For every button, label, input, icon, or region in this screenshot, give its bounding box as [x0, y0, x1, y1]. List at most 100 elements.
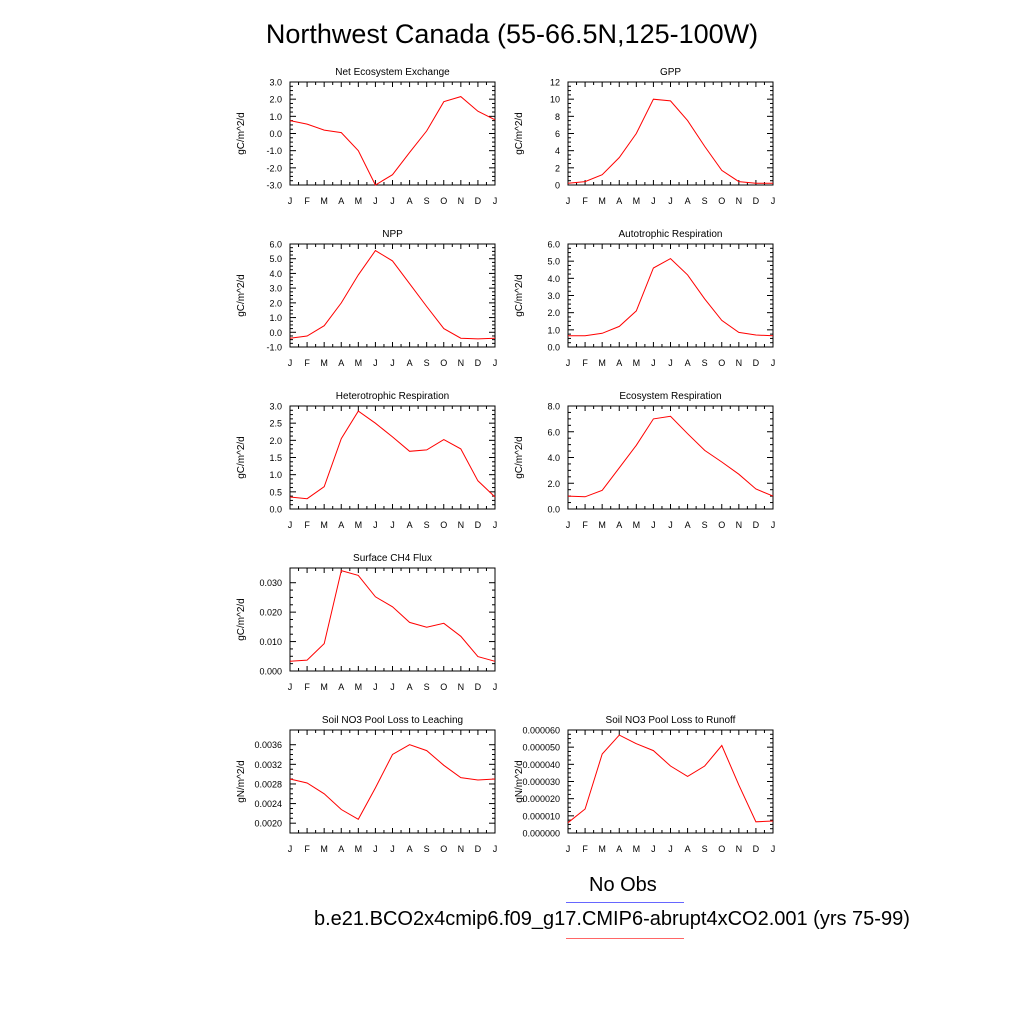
- x-tick-label: M: [633, 358, 641, 368]
- y-tick-label: 0.0020: [254, 819, 282, 829]
- data-point: [374, 250, 376, 252]
- x-tick-label: O: [718, 520, 725, 530]
- data-point: [460, 777, 462, 779]
- x-tick-label: J: [390, 358, 395, 368]
- x-tick-label: J: [566, 196, 571, 206]
- data-point: [426, 306, 428, 308]
- x-tick-label: N: [736, 358, 743, 368]
- data-point: [738, 784, 740, 786]
- data-point: [460, 635, 462, 637]
- y-tick-label: 0.000020: [522, 794, 560, 804]
- y-axis-label: gC/m^2/d: [514, 274, 525, 317]
- x-tick-label: A: [616, 196, 622, 206]
- data-point: [687, 433, 689, 435]
- panel-title: Net Ecosystem Exchange: [335, 67, 450, 78]
- y-tick-label: 0.0: [269, 328, 282, 338]
- y-axis-label: gC/m^2/d: [236, 274, 247, 317]
- plot-frame: [289, 405, 496, 510]
- x-tick-label: J: [668, 196, 673, 206]
- x-tick-label: S: [702, 844, 708, 854]
- x-tick-label: M: [355, 520, 363, 530]
- data-point: [460, 448, 462, 450]
- series-line: [289, 96, 496, 186]
- data-point: [652, 418, 654, 420]
- y-tick-label: 8: [555, 112, 560, 122]
- x-tick-label: J: [668, 520, 673, 530]
- data-point: [323, 129, 325, 131]
- panel-title: GPP: [660, 67, 681, 78]
- x-tick-label: A: [685, 358, 691, 368]
- y-tick-label: 5.0: [547, 257, 560, 267]
- data-point: [652, 750, 654, 752]
- x-tick-label: F: [582, 196, 588, 206]
- y-tick-label: 0.0: [269, 129, 282, 139]
- data-point: [494, 660, 496, 662]
- data-point: [704, 298, 706, 300]
- plot-frame: [567, 81, 774, 186]
- x-tick-label: A: [407, 196, 413, 206]
- x-tick-label: D: [475, 682, 482, 692]
- x-tick-label: D: [753, 358, 760, 368]
- x-tick-label: J: [373, 844, 378, 854]
- data-point: [755, 182, 757, 184]
- x-tick-label: M: [633, 844, 641, 854]
- data-point: [738, 473, 740, 475]
- y-tick-label: 4.0: [547, 274, 560, 284]
- x-tick-label: F: [304, 196, 310, 206]
- x-tick-label: F: [304, 844, 310, 854]
- x-tick-label: F: [582, 358, 588, 368]
- data-point: [494, 337, 496, 339]
- x-tick-label: S: [424, 358, 430, 368]
- x-tick-label: M: [598, 358, 606, 368]
- data-point: [584, 496, 586, 498]
- data-point: [340, 808, 342, 810]
- y-tick-label: 0.000000: [522, 829, 560, 839]
- x-tick-label: A: [616, 520, 622, 530]
- series-line: [289, 249, 496, 340]
- x-tick-label: N: [458, 682, 465, 692]
- x-tick-label: D: [475, 196, 482, 206]
- x-tick-label: S: [424, 196, 430, 206]
- x-tick-label: D: [753, 844, 760, 854]
- x-tick-label: M: [598, 844, 606, 854]
- y-tick-label: 4.0: [547, 453, 560, 463]
- data-point: [357, 574, 359, 576]
- data-point: [721, 744, 723, 746]
- data-point: [340, 570, 342, 572]
- data-point: [584, 181, 586, 183]
- x-tick-label: D: [753, 196, 760, 206]
- x-tick-label: J: [373, 358, 378, 368]
- x-tick-label: N: [458, 520, 465, 530]
- data-point: [635, 133, 637, 135]
- y-tick-label: 0.0: [547, 343, 560, 353]
- x-tick-label: A: [685, 196, 691, 206]
- data-point: [357, 818, 359, 820]
- data-point: [443, 764, 445, 766]
- data-point: [755, 334, 757, 336]
- x-tick-label: M: [355, 844, 363, 854]
- y-tick-label: -1.0: [266, 146, 282, 156]
- y-tick-label: 2.0: [547, 308, 560, 318]
- data-point: [340, 302, 342, 304]
- data-point: [772, 182, 774, 184]
- data-point: [409, 621, 411, 623]
- x-tick-label: M: [320, 682, 328, 692]
- x-tick-label: J: [771, 196, 776, 206]
- series-line: [567, 98, 773, 184]
- series-line: [289, 744, 496, 820]
- x-tick-label: S: [702, 196, 708, 206]
- y-tick-label: 0.030: [259, 578, 282, 588]
- y-tick-label: 0.000060: [522, 726, 560, 736]
- x-tick-label: J: [390, 682, 395, 692]
- x-tick-label: J: [493, 520, 498, 530]
- y-tick-label: 4.0: [269, 269, 282, 279]
- data-point: [357, 410, 359, 412]
- y-tick-label: 0.0032: [254, 760, 282, 770]
- data-point: [755, 488, 757, 490]
- data-point: [477, 656, 479, 658]
